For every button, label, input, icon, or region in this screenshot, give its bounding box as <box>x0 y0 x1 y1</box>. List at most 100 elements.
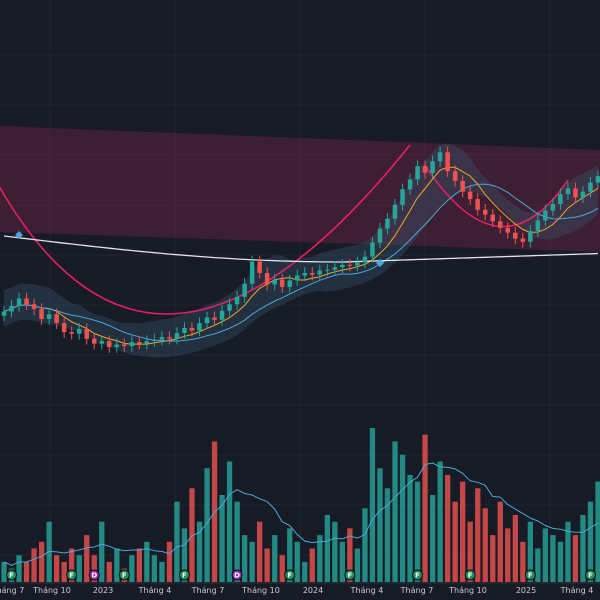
candle-body <box>483 209 488 215</box>
earnings-marker: F <box>178 569 190 581</box>
candle-body <box>415 166 420 180</box>
x-tick-label: Tháng 10 <box>32 586 71 595</box>
volume-bar <box>557 541 564 582</box>
candle-body <box>535 220 541 232</box>
volume-bar <box>317 535 323 582</box>
x-tick-label: 2024 <box>303 586 323 595</box>
volume-bar <box>159 561 165 582</box>
candle-body <box>61 323 67 333</box>
candle-body <box>445 152 450 172</box>
candle-body <box>99 341 104 344</box>
volume-bar <box>181 528 188 582</box>
x-tick-label: Tháng 4 <box>560 586 594 595</box>
marker-label: D <box>91 572 97 580</box>
candle-body <box>234 296 240 305</box>
volume-bars <box>1 428 600 582</box>
candle-body <box>377 228 383 243</box>
candle-body <box>76 328 82 334</box>
ma-mid-line <box>3 183 599 342</box>
volume-bar <box>482 508 488 582</box>
volume-bar <box>595 481 600 582</box>
volume-bar <box>166 541 173 582</box>
volume-bar <box>204 468 210 582</box>
volume-bar <box>580 515 586 582</box>
volume-bar <box>565 521 571 582</box>
cup-arc-large <box>0 144 411 315</box>
marker-circle <box>284 569 296 581</box>
volume-bar <box>226 461 233 582</box>
candle-body <box>392 204 398 219</box>
candle-body <box>580 191 586 198</box>
earnings-marker: F <box>118 569 130 581</box>
volume-bar <box>520 541 526 582</box>
candle-body <box>272 279 277 285</box>
volume-bar <box>264 548 270 582</box>
volume-bar <box>542 528 548 582</box>
x-tick-label: Tháng 7 <box>0 586 24 595</box>
volume-bar <box>422 434 428 582</box>
candle-body <box>317 270 322 275</box>
volume-bar <box>91 555 97 582</box>
candle-body <box>287 280 292 287</box>
volume-bar <box>497 501 503 582</box>
candle-body <box>528 231 533 242</box>
candle-body <box>227 304 232 311</box>
candle-body <box>107 341 112 347</box>
volume-bar <box>550 535 556 582</box>
volume-bar <box>587 501 594 582</box>
candle-body <box>332 267 338 270</box>
earnings-marker: F <box>284 569 296 581</box>
earnings-marker: F <box>66 569 78 581</box>
volume-bar <box>460 481 466 582</box>
marker-circle <box>118 569 130 581</box>
candle-body <box>39 309 44 319</box>
volume-bar <box>219 495 225 582</box>
candle-body <box>212 317 217 320</box>
volume-bar <box>339 541 345 582</box>
ma-long-line <box>3 235 599 263</box>
marker-circle <box>524 569 536 581</box>
marker-circle <box>344 569 356 581</box>
volume-bar <box>407 474 413 582</box>
volume-bar <box>467 521 473 582</box>
candle-body <box>595 176 600 183</box>
marker-circle <box>584 569 596 581</box>
volume-bar <box>302 561 308 582</box>
candle-body <box>264 273 270 285</box>
volume-bar <box>174 501 180 582</box>
volume-bar <box>437 461 443 582</box>
candle-body <box>144 341 150 344</box>
marker-circle <box>66 569 78 581</box>
candle-body <box>310 273 315 275</box>
earnings-marker: F <box>524 569 536 581</box>
candle-body <box>152 339 157 342</box>
volume-bar <box>332 521 338 582</box>
volume-bar <box>23 561 30 582</box>
volume-bar <box>294 541 300 582</box>
marker-label: F <box>69 572 74 580</box>
candle-body <box>573 188 578 198</box>
candle-body <box>437 152 443 162</box>
volume-bar <box>234 501 240 582</box>
volume-bar <box>475 488 481 582</box>
volume-bar <box>347 528 353 582</box>
volume-bar <box>69 548 75 582</box>
volume-bar <box>572 535 579 582</box>
candle-body <box>279 279 285 287</box>
candle-body <box>355 262 360 266</box>
volume-bar <box>189 488 195 582</box>
volume-bar <box>196 521 203 582</box>
candle-body <box>347 264 353 266</box>
candle-body <box>182 328 187 333</box>
candle-body <box>340 264 345 268</box>
x-tick-label: 2025 <box>516 586 536 595</box>
candle-body <box>122 344 127 347</box>
x-tick-label: 2023 <box>93 586 113 595</box>
volume-bar <box>144 541 150 582</box>
marker-circle <box>231 569 243 581</box>
volume-bar <box>136 548 142 582</box>
candle-body <box>9 305 14 312</box>
x-tick-label: Tháng 10 <box>448 586 487 595</box>
earnings-marker: F <box>584 569 596 581</box>
